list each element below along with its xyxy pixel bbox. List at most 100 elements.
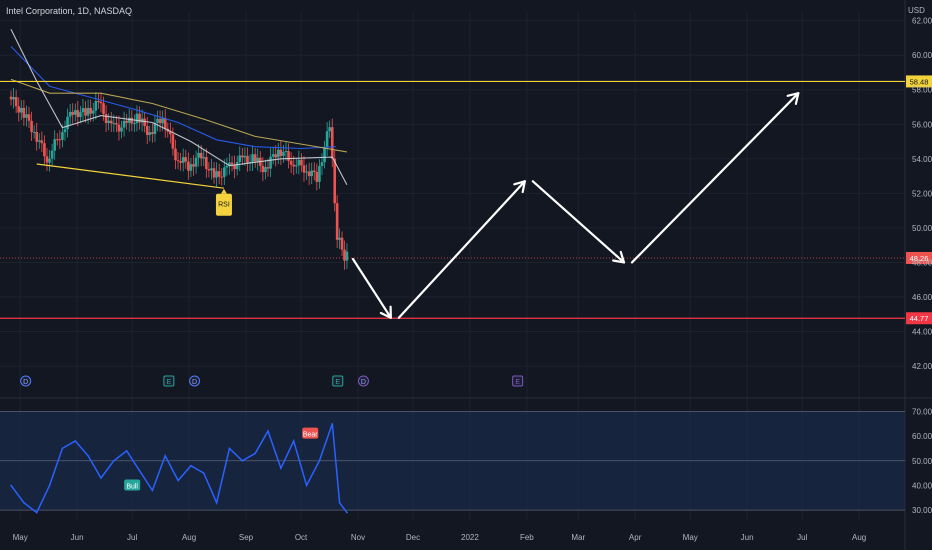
candle-body [156,118,159,123]
event-label: D [361,379,366,386]
candle-body [48,158,51,163]
time-tick-label: Nov [351,533,365,542]
dividend-marker [20,375,32,387]
price-tick-label: 46.00 [912,293,932,302]
candle-body [189,164,193,171]
rsi-annotation-badge [215,193,232,216]
candle-body [202,157,206,159]
level-label: 48.26 [910,254,929,263]
event-label: D [23,379,28,386]
currency-label: USD [908,6,925,15]
rsi-point [61,447,64,450]
rsi-point [23,501,25,504]
trendline [36,163,225,189]
candle-body [300,159,303,166]
candle-body [320,162,324,166]
candle-body [50,150,54,159]
rsi-point [331,422,334,425]
projection-segment [531,180,626,264]
candle-body [276,149,280,158]
candle-body [241,155,244,158]
candle-body [287,150,290,161]
candle-body [318,165,321,182]
time-tick-label: Jul [797,533,807,542]
candle-body [210,168,213,171]
rsi-point [267,430,269,432]
rsi-signal-label: Bull [126,483,138,490]
candle-body [289,160,293,165]
projection-segment [630,92,800,264]
candle-body [340,237,344,250]
rsi-tick-label: 60.00 [912,432,932,441]
candle-body [171,134,175,149]
candles [9,87,349,270]
rsi-tick-label: 50.00 [912,457,932,466]
candle-body [63,129,67,133]
candle-body [194,157,198,167]
candle-body [181,157,185,163]
event-label: E [515,379,520,386]
candle-body [315,172,319,182]
candle-body [25,114,28,118]
level-badge [906,251,932,264]
candle-body [104,114,108,123]
rsi-point [113,459,115,462]
time-tick-label: Jun [71,533,84,542]
candle-body [37,140,41,142]
candle-body [207,169,211,171]
rsi-pane: Bull Bear [0,411,905,514]
rsi-signal-badge [302,427,319,439]
candle-body [230,162,234,165]
level-label: 58.48 [910,77,929,86]
candle-body [271,154,275,157]
candle-body [197,152,200,158]
candle-body [264,167,267,173]
candle-body [294,165,298,167]
candle-body [22,107,26,118]
candle-body [40,140,44,144]
candle-body [212,168,216,178]
rsi-point [177,479,179,482]
candle-body [45,156,49,163]
candle-body [215,171,218,178]
candle-body [282,151,285,157]
candle-body [81,108,85,113]
candle-body [233,164,236,170]
candle-body [217,171,221,177]
rsi-point [318,459,321,462]
candle-body [138,113,141,123]
candle-body [199,152,203,159]
rsi-signal-label: Bear [303,432,318,439]
time-tick-label: May [683,533,698,542]
candle-body [61,132,64,140]
candle-body [91,110,95,114]
candle-body [192,164,195,167]
level-label: 44.77 [910,314,929,323]
rsi-point [74,440,77,442]
projection-arrowhead [379,305,392,319]
candle-body [14,97,18,107]
candle-body [143,118,146,127]
candle-body [292,164,296,167]
candle-body [19,107,23,113]
rsi-annotation-pointer [220,188,227,194]
candle-body [97,100,100,102]
time-tick-label: Sep [239,533,254,542]
candle-body [158,118,162,124]
candle-body [86,107,90,116]
time-tick-label: 2022 [461,533,479,542]
event-label: E [167,379,172,386]
rsi-point [280,467,282,469]
candle-body [205,157,208,170]
time-tick-label: Apr [629,533,642,542]
candle-body [153,122,157,134]
moving-averages: RSI [10,29,348,216]
rsi-point [138,469,141,472]
price-tick-label: 58.00 [912,86,932,95]
rsi-point [338,501,341,504]
candle-body [94,100,98,111]
candle-body [163,118,167,129]
candle-body [310,170,314,177]
ma-white-line [10,29,348,185]
